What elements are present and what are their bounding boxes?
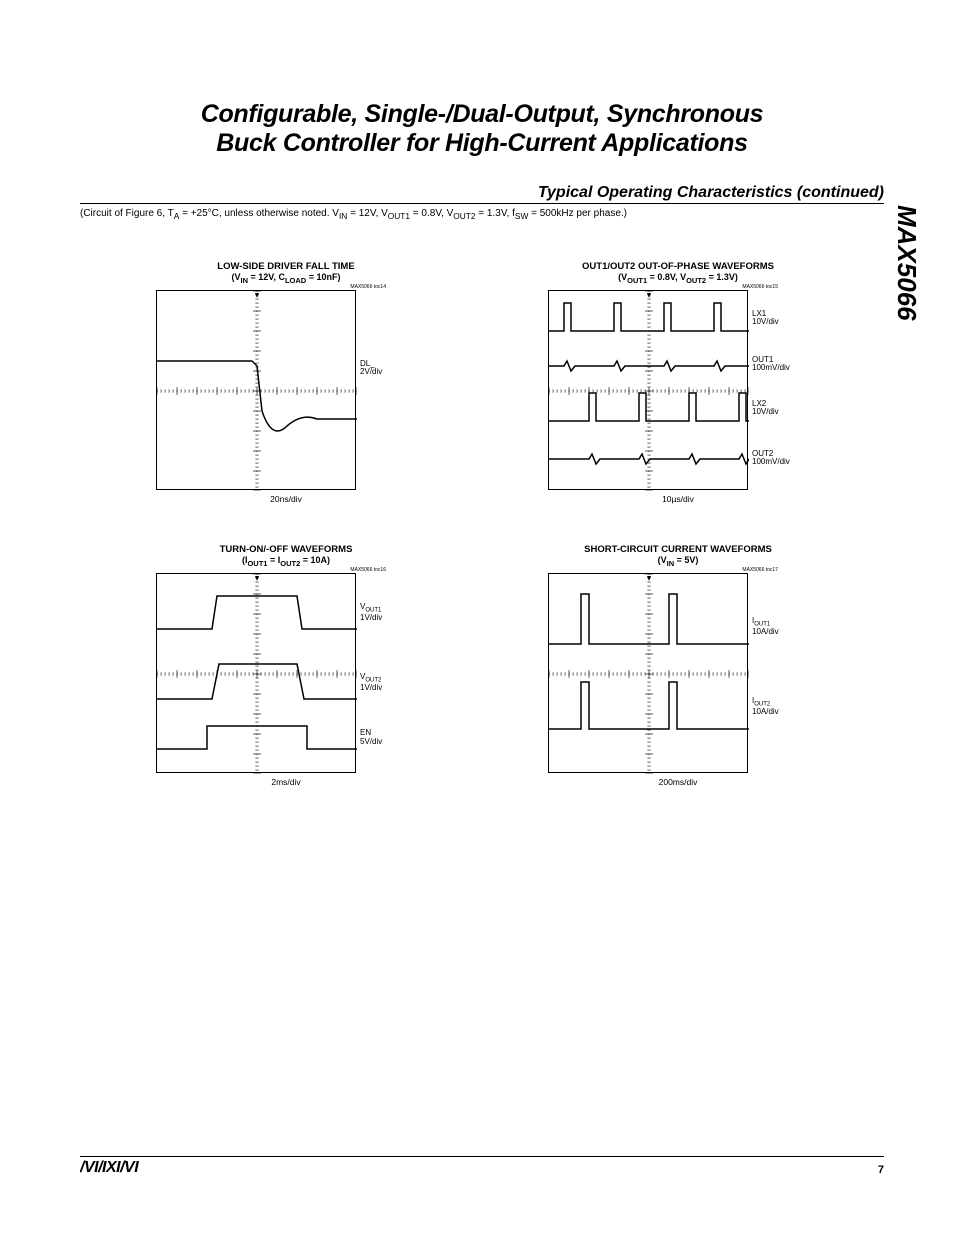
trace-label: OUT2100mV/div [752, 450, 790, 468]
x-axis-label: 200ms/div [659, 777, 698, 787]
title-line2: Buck Controller for High-Current Applica… [216, 129, 747, 157]
oscilloscope-screen [548, 573, 748, 773]
oscilloscope-chart: SHORT-CIRCUIT CURRENT WAVEFORMS(VIN = 5V… [512, 544, 844, 787]
scope-wrap: IOUT110A/div IOUT210A/div [548, 573, 808, 773]
oscilloscope-chart: LOW-SIDE DRIVER FALL TIME(VIN = 12V, CLO… [120, 261, 452, 504]
scope-wrap: DL_2V/div [156, 290, 416, 490]
x-axis-label: 20ns/div [270, 494, 302, 504]
oscilloscope-screen [156, 573, 356, 773]
chart-title: SHORT-CIRCUIT CURRENT WAVEFORMS [584, 544, 772, 555]
x-axis-label: 2ms/div [271, 777, 300, 787]
section-title: Typical Operating Characteristics (conti… [538, 184, 884, 202]
trace-labels: IOUT110A/div IOUT210A/div [748, 573, 808, 773]
x-axis-label: 10µs/div [662, 494, 694, 504]
maxim-logo: /VI/IXI/VI [80, 1159, 160, 1180]
trace-label: IOUT210A/div [752, 697, 779, 717]
chart-title: OUT1/OUT2 OUT-OF-PHASE WAVEFORMS [582, 261, 774, 272]
trace-label: EN5V/div [360, 729, 382, 747]
oscilloscope-chart: TURN-ON/-OFF WAVEFORMS(IOUT1 = IOUT2 = 1… [120, 544, 452, 787]
trace-label: LX210V/div [752, 400, 779, 418]
trace-label: VOUT11V/div [360, 603, 382, 623]
trace-labels: DL_2V/div [356, 290, 416, 490]
oscilloscope-chart: OUT1/OUT2 OUT-OF-PHASE WAVEFORMS(VOUT1 =… [512, 261, 844, 504]
part-number-sidebar: MAX5066 [891, 205, 922, 321]
trace-label: OUT1100mV/div [752, 356, 790, 374]
page-number: 7 [878, 1164, 884, 1176]
charts-grid: LOW-SIDE DRIVER FALL TIME(VIN = 12V, CLO… [80, 261, 884, 787]
trace-label: VOUT21V/div [360, 673, 382, 693]
chart-title: TURN-ON/-OFF WAVEFORMS [220, 544, 353, 555]
circuit-conditions: (Circuit of Figure 6, TA = +25°C, unless… [80, 208, 884, 221]
datasheet-page: Configurable, Single-/Dual-Output, Synch… [0, 0, 954, 1235]
page-footer: /VI/IXI/VI 7 [80, 1156, 884, 1180]
oscilloscope-screen [156, 290, 356, 490]
scope-wrap: VOUT11V/div VOUT21V/div EN5V/div [156, 573, 416, 773]
trace-labels: LX110V/div OUT1100mV/div LX210V/div OUT2100… [748, 290, 808, 490]
trace-label: IOUT110A/div [752, 617, 779, 637]
section-header: Typical Operating Characteristics (conti… [80, 186, 884, 204]
title-line1: Configurable, Single-/Dual-Output, Synch… [201, 100, 764, 128]
trace-label: LX110V/div [752, 310, 779, 328]
page-title: Configurable, Single-/Dual-Output, Synch… [80, 100, 884, 158]
oscilloscope-screen [548, 290, 748, 490]
scope-wrap: LX110V/div OUT1100mV/div LX210V/div OUT2100… [548, 290, 808, 490]
trace-label: DL_2V/div [360, 360, 382, 378]
chart-title: LOW-SIDE DRIVER FALL TIME [217, 261, 354, 272]
trace-labels: VOUT11V/div VOUT21V/div EN5V/div [356, 573, 416, 773]
svg-text:/VI/IXI/VI: /VI/IXI/VI [80, 1159, 139, 1175]
